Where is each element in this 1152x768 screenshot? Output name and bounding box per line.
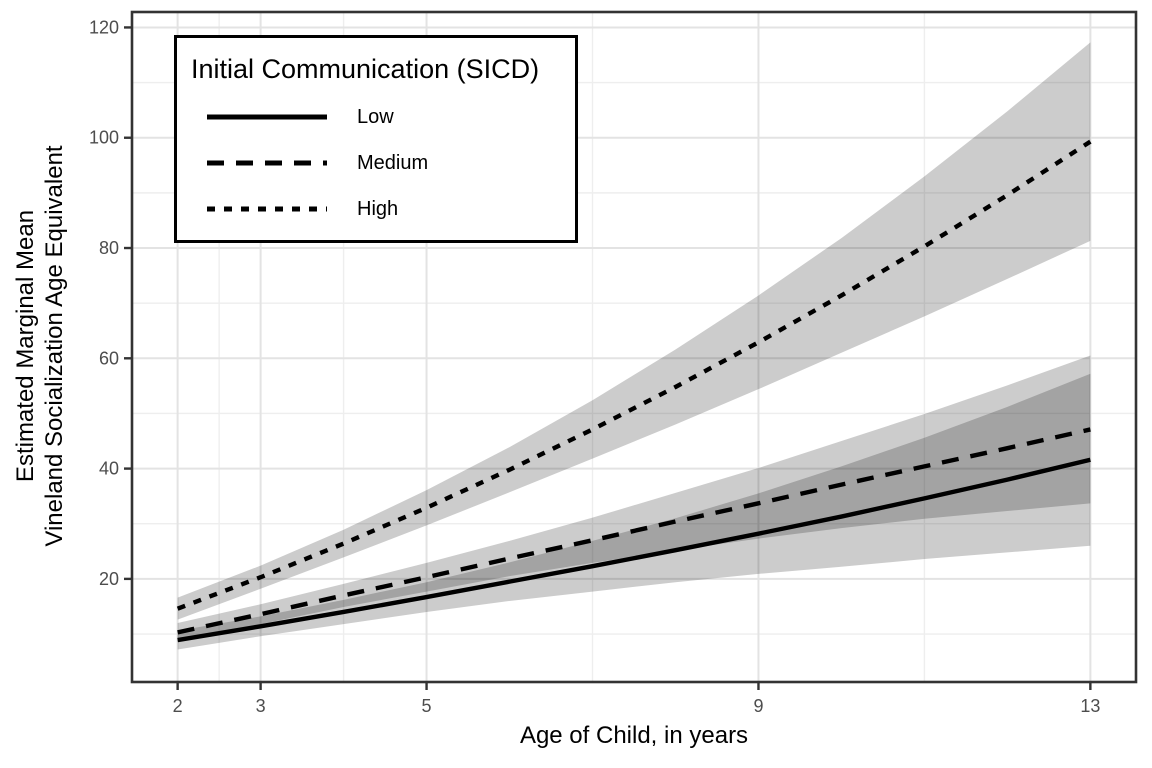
y-tick-label: 20	[99, 569, 119, 589]
x-tick-label: 13	[1080, 696, 1100, 716]
legend-title: Initial Communication (SICD)	[191, 54, 540, 84]
y-axis-title-line1: Estimated Marginal Mean	[12, 209, 39, 483]
y-tick-label: 80	[99, 238, 119, 258]
x-tick-label: 3	[256, 696, 266, 716]
x-tick-label: 5	[422, 696, 432, 716]
panel-border	[130, 10, 1138, 684]
legend-label-low: Low	[357, 105, 394, 128]
legend-line-sample-high	[207, 206, 327, 212]
panel-border-rect	[130, 10, 1138, 684]
series-lines	[176, 139, 1092, 643]
y-tick-label: 120	[89, 17, 119, 37]
confidence-ribbons	[177, 42, 1091, 650]
legend-label-high: High	[357, 197, 399, 220]
legend-line-sample-low	[207, 114, 327, 120]
line-low	[177, 457, 1091, 643]
line-medium	[177, 427, 1091, 635]
x-axis-title: Age of Child, in years	[519, 722, 749, 749]
line-high	[176, 139, 1092, 611]
y-axis-title: Estimated Marginal Mean Vineland Sociali…	[11, 9, 69, 683]
y-axis-title-line2: Vineland Socialization Age Equivalent	[41, 145, 68, 547]
y-tick-label: 60	[99, 348, 119, 368]
axis-tick-marks	[124, 26, 1092, 690]
legend-label-medium: Medium	[357, 151, 429, 174]
x-tick-label: 2	[173, 696, 183, 716]
y-tick-label: 40	[99, 459, 119, 479]
ribbon-low	[177, 373, 1091, 650]
x-tick-label: 9	[753, 696, 763, 716]
ribbon-medium	[177, 355, 1091, 642]
legend: Initial Communication (SICD) Low Medium …	[174, 35, 578, 243]
legend-line-sample-medium	[207, 160, 327, 166]
y-tick-label: 100	[89, 128, 119, 148]
axis-tick-labels: 2 3 5 9 13 20 40 60 80 100 120	[89, 17, 1100, 716]
